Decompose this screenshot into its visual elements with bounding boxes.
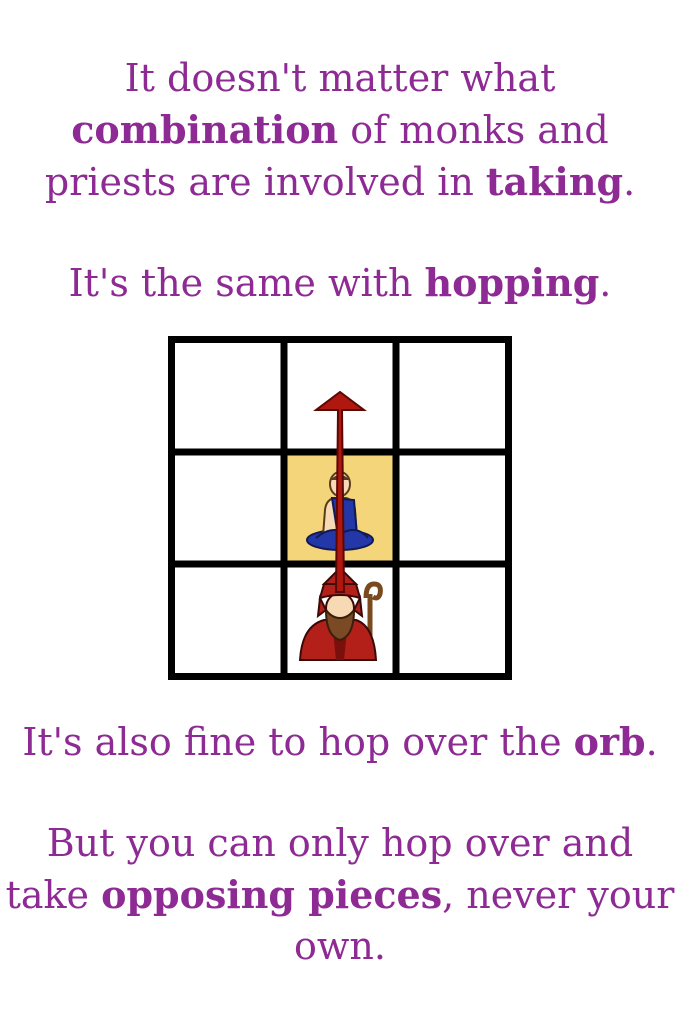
board-cell-2-0 [173,565,283,675]
board-cell-0-2 [397,341,507,451]
bold-term: combination [71,107,339,152]
hop-arrow [313,390,367,593]
bold-term: opposing pieces [101,872,443,917]
instruction-paragraph-3: It's also fine to hop over the orb. [0,716,680,768]
game-board [168,336,512,680]
instruction-paragraph-2: It's the same with hopping. [0,257,680,309]
instruction-paragraph-1: It doesn't matter what combination of mo… [0,53,680,208]
bold-term: taking [485,159,624,204]
text-segment: . [599,261,612,305]
text-segment: . [645,720,658,764]
bold-term: hopping [424,260,600,305]
text-segment: It's the same with [68,261,425,305]
board-cell-0-0 [173,341,283,451]
text-segment: It's also fine to hop over the [22,720,574,764]
text-segment: . [623,160,636,204]
text-segment: , never your own. [294,873,675,968]
red-priest-piece [298,566,383,661]
board-cell-2-2 [397,565,507,675]
board-cell-1-2 [397,453,507,563]
text-segment: of monks and priests are involved in [44,108,609,204]
text-segment: It doesn't matter what [124,56,556,100]
board-cell-1-0 [173,453,283,563]
bold-term: orb [573,719,646,764]
text-segment: But you can only hop over and take [5,821,634,917]
instruction-paragraph-4: But you can only hop over and take oppos… [0,818,680,972]
